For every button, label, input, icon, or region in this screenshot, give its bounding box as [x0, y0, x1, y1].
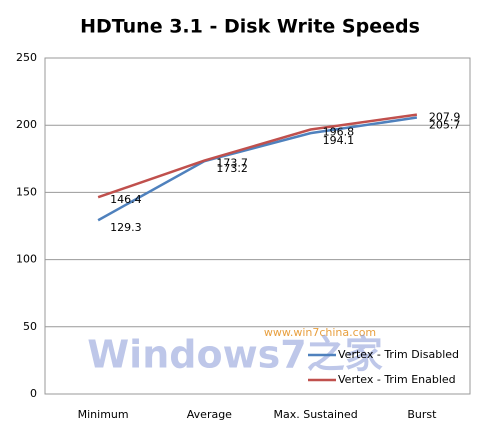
- data-label: 129.3: [110, 221, 142, 234]
- series-line: [97, 113, 418, 199]
- data-label: 173.2: [216, 162, 248, 175]
- y-tick-label: 200: [16, 118, 37, 131]
- data-label: 205.7: [429, 119, 461, 132]
- x-tick-label: Burst: [407, 408, 437, 421]
- legend-label: Vertex - Trim Disabled: [338, 348, 459, 361]
- x-tick-label: Max. Sustained: [273, 408, 357, 421]
- y-tick-label: 100: [16, 253, 37, 266]
- watermark-url: www.win7china.com: [264, 326, 376, 339]
- data-label: 146.4: [110, 193, 142, 206]
- y-tick-label: 0: [30, 387, 37, 400]
- y-tick-label: 250: [16, 51, 37, 64]
- legend-label: Vertex - Trim Enabled: [338, 373, 456, 386]
- x-tick-label: Average: [187, 408, 232, 421]
- data-label: 196.8: [323, 126, 355, 139]
- series-line: [97, 116, 418, 222]
- data-label: 173.7: [216, 157, 248, 170]
- y-tick-label: 50: [23, 320, 37, 333]
- data-label: 194.1: [323, 134, 355, 147]
- y-tick-label: 150: [16, 185, 37, 198]
- chart-title: HDTune 3.1 - Disk Write Speeds: [80, 16, 420, 38]
- x-tick-label: Minimum: [78, 408, 129, 421]
- data-label: 207.9: [429, 111, 461, 124]
